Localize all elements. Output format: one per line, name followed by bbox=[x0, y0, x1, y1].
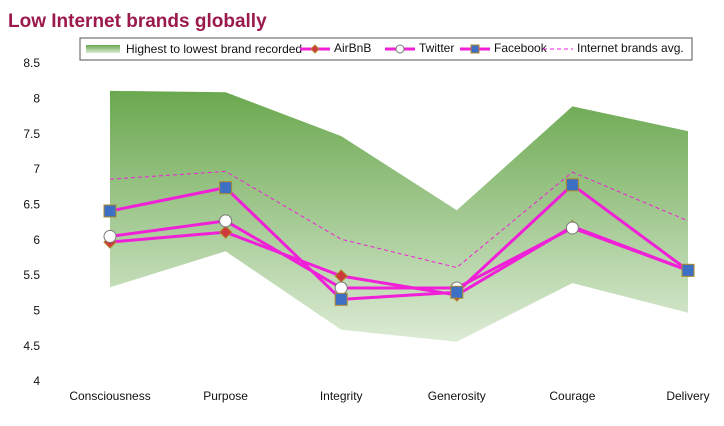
y-tick-label: 7 bbox=[33, 162, 40, 176]
y-tick-label: 8 bbox=[33, 92, 40, 106]
legend-marker bbox=[310, 44, 320, 54]
legend-label: Highest to lowest brand recorded bbox=[126, 42, 302, 56]
legend-label: Internet brands avg. bbox=[577, 41, 684, 55]
marker bbox=[565, 221, 579, 235]
marker bbox=[681, 263, 695, 277]
x-tick-label: Courage bbox=[549, 389, 595, 403]
y-tick-label: 4.5 bbox=[23, 339, 40, 353]
marker bbox=[218, 225, 233, 239]
series-line bbox=[109, 219, 689, 290]
chart-title: Low Internet brands globally bbox=[8, 11, 267, 32]
marker bbox=[334, 281, 348, 295]
legend-swatch bbox=[86, 45, 120, 53]
y-tick-label: 8.5 bbox=[23, 56, 40, 70]
marker bbox=[219, 181, 233, 195]
marker bbox=[103, 204, 117, 218]
x-tick-label: Delivery bbox=[666, 389, 709, 403]
x-tick-label: Consciousness bbox=[69, 389, 150, 403]
marker bbox=[450, 285, 464, 299]
x-tick-label: Generosity bbox=[428, 389, 486, 403]
x-tick-label: Purpose bbox=[203, 389, 248, 403]
y-tick-label: 4 bbox=[33, 374, 40, 388]
legend-label: Facebook bbox=[494, 41, 548, 55]
range-band bbox=[110, 90, 688, 342]
x-tick-label: Integrity bbox=[320, 389, 363, 403]
legend-label: Twitter bbox=[419, 41, 454, 55]
marker bbox=[103, 229, 117, 243]
legend-marker bbox=[470, 44, 480, 54]
y-tick-label: 6.5 bbox=[23, 198, 40, 212]
series-line bbox=[109, 182, 689, 301]
legend-label: AirBnB bbox=[334, 41, 371, 55]
y-tick-label: 7.5 bbox=[23, 127, 40, 141]
y-tick-label: 5.5 bbox=[23, 268, 40, 282]
marker bbox=[565, 178, 579, 192]
y-tick-label: 5 bbox=[33, 304, 40, 318]
y-tick-label: 6 bbox=[33, 233, 40, 247]
legend-marker bbox=[395, 44, 405, 54]
marker bbox=[219, 214, 233, 228]
series-line bbox=[109, 170, 689, 269]
marker bbox=[334, 292, 348, 306]
